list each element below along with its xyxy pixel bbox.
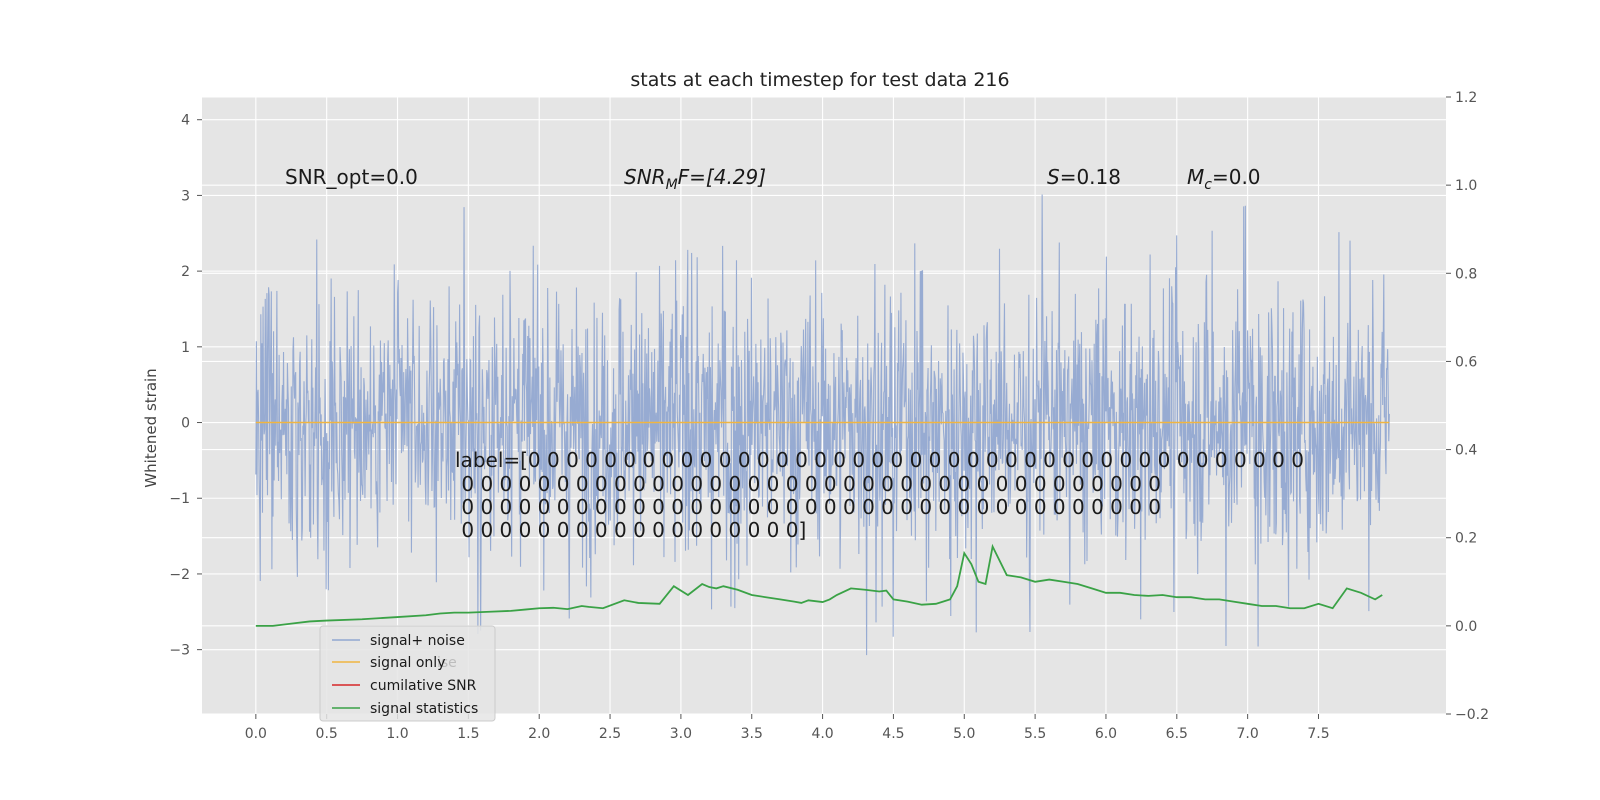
x-tick-label: 3.5 <box>741 726 763 742</box>
annotation-snr-mf-rest: F=[4.29] <box>678 165 766 189</box>
legend-label-signal-only: signal only <box>370 655 445 671</box>
x-tick-label: 7.5 <box>1307 726 1329 742</box>
legend-label-cumilative-snr: cumilative SNR <box>370 678 477 694</box>
annotation-snr-opt: SNR_opt=0.0 <box>285 165 418 189</box>
annotation-label-line-4: 0 0 0 0 0 0 0 0 0 0 0 0 0 0 0 0 0 0] <box>455 518 806 542</box>
x-tick-label: 7.0 <box>1237 726 1259 742</box>
annotation-mc: Mc=0.0 <box>1187 165 1261 193</box>
x-tick-label: 6.0 <box>1095 726 1117 742</box>
y-tick-label: −2 <box>169 567 190 583</box>
x-tick-label: 5.5 <box>1024 726 1046 742</box>
y2-axis-ticks: 1.2 1.0 0.8 0.6 0.4 0.2 0.0 −0.2 <box>1446 90 1489 723</box>
legend: ise signal+ noise signal only cumilative… <box>319 625 496 722</box>
x-tick-label: 1.5 <box>457 726 479 742</box>
x-tick-label: 1.0 <box>386 726 408 742</box>
annotation-mc-symbol: M <box>1187 165 1204 189</box>
x-tick-label: 0.5 <box>316 726 338 742</box>
y-tick-label: 1 <box>181 340 190 356</box>
legend-ghost-text: ise <box>437 655 457 671</box>
annotation-s-symbol: S <box>1047 165 1060 189</box>
y2-tick-label: 0.2 <box>1455 531 1477 547</box>
series-line-signal-noise <box>255 194 1390 656</box>
y-tick-label: 2 <box>181 264 190 280</box>
annotation-label-line-3: 0 0 0 0 0 0 0 0 0 0 0 0 0 0 0 0 0 0 0 0 … <box>455 495 1161 519</box>
annotation-label-line-2: 0 0 0 0 0 0 0 0 0 0 0 0 0 0 0 0 0 0 0 0 … <box>455 472 1161 496</box>
y-tick-label: −1 <box>169 491 190 507</box>
y-tick-label: −3 <box>169 643 190 659</box>
y-axis-label: Whitened strain <box>142 368 160 487</box>
y-tick-label: 4 <box>181 113 190 129</box>
x-tick-label: 4.5 <box>882 726 904 742</box>
y2-tick-label: 0.4 <box>1455 443 1477 459</box>
x-tick-label: 5.0 <box>953 726 975 742</box>
x-tick-label: 2.0 <box>528 726 550 742</box>
x-axis-ticks: 0.0 0.5 1.0 1.5 2.0 2.5 3.0 3.5 4.0 4.5 5.0 5.5 6.0 6… <box>245 714 1330 742</box>
signal-noise-series <box>255 194 1390 656</box>
annotation-snr-mf: SNRMF=[4.29] <box>624 165 766 193</box>
series-line-signal-statistics <box>255 543 1383 627</box>
y2-tick-label: 0.6 <box>1455 354 1477 370</box>
legend-box <box>319 625 496 722</box>
y2-tick-label: 1.2 <box>1455 90 1477 106</box>
y2-tick-label: 0.8 <box>1455 266 1477 282</box>
legend-label-signal-statistics: signal statistics <box>370 701 478 717</box>
y2-tick-label: 1.0 <box>1455 178 1477 194</box>
chart-title: stats at each timestep for test data 216 <box>630 69 1009 91</box>
x-tick-label: 0.0 <box>245 726 267 742</box>
annotation-mc-value: =0.0 <box>1212 165 1261 189</box>
signal-statistics-series <box>255 543 1383 627</box>
annotation-snr-mf-sub: M <box>666 177 678 193</box>
y2-tick-label: −0.2 <box>1455 707 1489 723</box>
x-tick-label: 4.0 <box>811 726 833 742</box>
annotation-snr-mf-main: SNR <box>624 165 666 189</box>
y-axis-ticks: 4 3 2 1 0 −1 −2 −3 <box>169 113 202 659</box>
x-tick-label: 2.5 <box>599 726 621 742</box>
annotation-mc-sub: c <box>1204 177 1212 193</box>
y-tick-label: 0 <box>181 416 190 432</box>
annotation-label-line-1: label=[0 0 0 0 0 0 0 0 0 0 0 0 0 0 0 0 0… <box>455 448 1304 472</box>
x-tick-label: 3.0 <box>670 726 692 742</box>
y2-tick-label: 0.0 <box>1455 619 1477 635</box>
annotations: SNR_opt=0.0 SNRMF=[4.29] S=0.18 Mc=0.0 l… <box>285 165 1304 542</box>
x-tick-label: 6.5 <box>1166 726 1188 742</box>
y-tick-label: 3 <box>181 188 190 204</box>
legend-label-signal-noise: signal+ noise <box>370 633 465 649</box>
annotation-s: S=0.18 <box>1047 165 1121 189</box>
annotation-s-value: =0.18 <box>1060 165 1121 189</box>
